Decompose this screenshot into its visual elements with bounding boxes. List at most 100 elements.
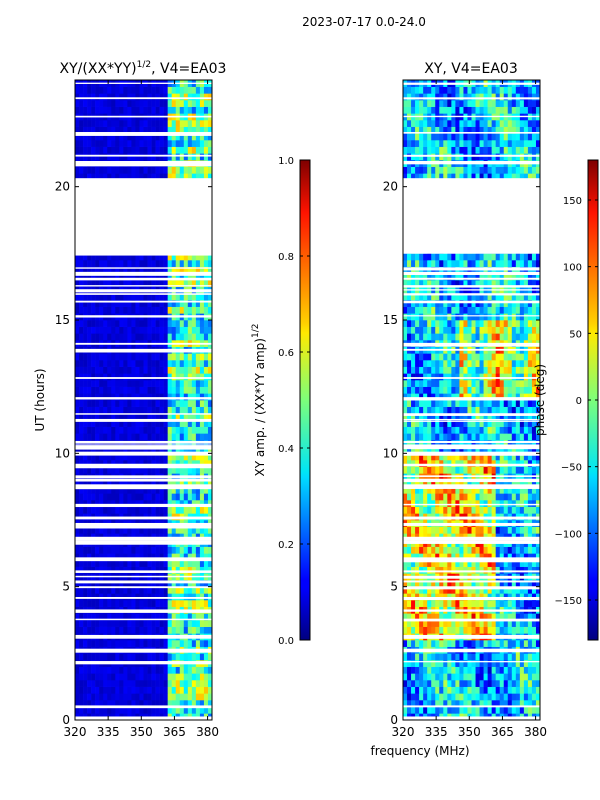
heatmap-cell [115,680,120,687]
heatmap-cell [159,93,164,101]
heatmap-cell [163,326,168,334]
heatmap-cell [167,106,173,114]
heatmap-cell [159,586,164,594]
heatmap-cell [155,406,160,414]
heatmap-cell [207,353,212,361]
heatmap-cell [107,593,112,601]
heatmap-cell [443,553,448,561]
heatmap-cell [147,353,152,361]
heatmap-cell [467,500,472,507]
heatmap-cell [183,666,189,674]
heatmap-cell [519,566,525,574]
heatmap-cell [87,666,92,674]
heatmap-cell [531,680,537,687]
heatmap-cell [511,546,517,554]
heatmap-cell [99,680,104,687]
heatmap-cell [159,146,164,154]
heatmap-cell [87,86,92,94]
heatmap-cell [427,420,432,427]
heatmap-cell [163,280,168,287]
heatmap-cell [471,566,476,574]
heatmap-cell [515,626,521,634]
heatmap-cell [127,626,132,634]
heatmap-cell [83,686,88,694]
heatmap-cell [139,353,144,361]
heatmap-cell [423,433,428,441]
heatmap-cell [175,360,181,367]
heatmap-cell [435,626,440,634]
heatmap-cell [111,146,116,154]
heatmap-cell [75,413,80,421]
heatmap-cell [203,466,209,474]
heatmap-cell [199,413,205,421]
heatmap-cell [483,660,488,667]
heatmap-cell [147,466,152,474]
heatmap-cell [207,260,212,267]
heatmap-cell [135,500,140,507]
heatmap-cell [199,133,205,141]
heatmap-cell [147,326,152,334]
heatmap-cell [207,166,212,174]
heatmap-cell [87,173,92,181]
heatmap-cell [487,700,492,707]
heatmap-cell [139,446,144,454]
heatmap-cell [207,413,212,421]
heatmap-cell [123,433,128,441]
heatmap-cell [91,420,96,427]
heatmap-cell [463,506,468,514]
heatmap-cell [79,353,84,361]
heatmap-cell [467,693,472,701]
heatmap-cell [463,486,468,494]
heatmap-cell [107,466,112,474]
heatmap-cell [75,273,80,281]
heatmap-cell [99,486,104,494]
heatmap-cell [171,480,177,487]
heatmap-cell [75,640,80,647]
heatmap-cell [159,153,164,161]
heatmap-cell [95,266,100,274]
heatmap-cell [467,553,472,561]
heatmap-cell [183,593,189,601]
heatmap-cell [199,640,205,647]
heatmap-cell [507,493,513,501]
heatmap-cell [427,586,432,594]
heatmap-cell [127,333,132,341]
heatmap-cell [131,386,136,394]
heatmap-cell [155,153,160,161]
heatmap-cell [203,280,209,287]
heatmap-cell [191,173,197,181]
heatmap-cell [107,426,112,434]
heatmap-cell [495,426,501,434]
heatmap-cell [139,366,144,374]
heatmap-cell [483,700,488,707]
heatmap-cell [447,500,452,507]
heatmap-cell [91,620,96,627]
heatmap-cell [167,266,173,274]
heatmap-cell [143,700,148,707]
heatmap-cell [107,326,112,334]
missing-data-line [75,251,212,256]
heatmap-cell [87,486,92,494]
heatmap-cell [139,460,144,467]
heatmap-cell [407,400,412,407]
heatmap-cell [143,693,148,701]
heatmap-cell [135,640,140,647]
heatmap-cell [143,306,148,314]
heatmap-cell [75,600,80,607]
heatmap-cell [487,586,492,594]
heatmap-cell [203,666,209,674]
heatmap-cell [83,666,88,674]
heatmap-cell [119,626,124,634]
heatmap-cell [115,93,120,101]
heatmap-cell [159,700,164,707]
heatmap-cell [123,406,128,414]
heatmap-cell [203,320,209,327]
heatmap-cell [87,373,92,381]
heatmap-cell [175,480,181,487]
heatmap-cell [495,686,501,694]
heatmap-cell [503,680,509,687]
heatmap-cell [175,266,181,274]
heatmap-cell [495,580,501,587]
heatmap-cell [147,620,152,627]
heatmap-cell [527,560,533,567]
